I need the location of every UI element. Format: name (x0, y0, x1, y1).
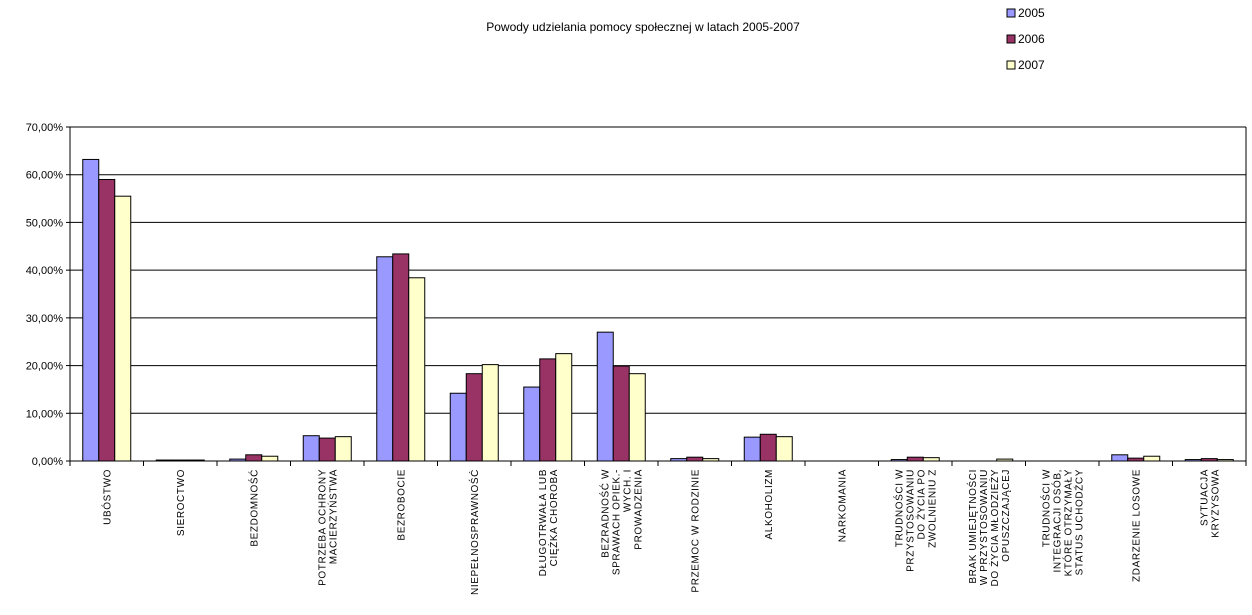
legend-label: 2007 (1018, 58, 1045, 72)
x-category-label: MACIERZYŃSTWA (326, 469, 339, 564)
x-category-label: W PRZYSTOSOWANIU (979, 469, 990, 585)
x-category-label: KRYZYSOWA (1210, 469, 1221, 538)
bar-2007 (481, 364, 499, 462)
x-category-label: DO ŻYCIA PO (914, 469, 927, 540)
bar-2007 (1143, 455, 1161, 462)
bar-2005 (82, 158, 100, 462)
x-category-label: OPUSZCZAJĄCEJ (1001, 469, 1012, 562)
bar-2007 (555, 353, 573, 462)
legend-swatch (1006, 8, 1016, 18)
bar-2005 (596, 331, 614, 462)
y-tick-label: 40,00% (26, 265, 64, 277)
bar-2006 (392, 253, 410, 462)
x-category-label: DŁUGOTRWAŁA LUB (538, 469, 549, 576)
x-category-label: WYCH. I (622, 469, 633, 512)
bar-2005 (1111, 454, 1129, 462)
x-category-label: SIEROCTWO (176, 469, 187, 536)
x-category-label: TRUDNOŚCI W (892, 469, 905, 547)
chart-title: Powody udzielania pomocy społecznej w la… (486, 20, 800, 34)
y-tick-label: 50,00% (26, 217, 64, 229)
x-category-label: DO ŻYCIA MŁODZIEŻY (988, 469, 1001, 586)
bar-2007 (261, 455, 279, 462)
x-category-label: PRZYSTOSOWANIU (905, 469, 916, 572)
x-category-label: POTRZEBA OCHRONY (317, 469, 328, 586)
x-category-label: PROWADZENIA (633, 469, 644, 550)
bar-2007 (334, 436, 352, 462)
x-category-label: BEZRADNOŚĆ W (598, 469, 611, 558)
bar-2006 (318, 437, 336, 462)
bar-2006 (906, 456, 924, 462)
legend-swatch (1006, 34, 1016, 44)
y-tick-label: 0,00% (32, 456, 63, 468)
x-category-label: NIEPEŁNOSPRAWNOŚĆ (468, 469, 481, 595)
bar-2007 (114, 195, 132, 462)
legend: 2005 2006 2007 (1006, 6, 1045, 72)
x-category-label: UBÓSTWO (100, 469, 113, 525)
bar-2006 (245, 454, 263, 462)
legend-label: 2006 (1018, 32, 1045, 46)
bar-2007 (775, 436, 793, 462)
bar-2006 (759, 433, 777, 462)
x-category-label: SPRAWACH OPIEK.- (611, 469, 622, 575)
bar-2005 (376, 256, 394, 462)
x-category-label: BEZDOMNOŚĆ (247, 469, 260, 547)
x-axis: UBÓSTWO SIEROCTWO BEZDOMNOŚĆ POTRZEBA OCHRO… (69, 460, 1247, 595)
x-category-label: TRUDNOŚCI W (1039, 469, 1052, 547)
y-tick-label: 20,00% (26, 361, 64, 373)
y-tick-label: 60,00% (26, 170, 64, 182)
bar-2005 (302, 435, 320, 462)
x-category-label: NARKOMANIA (837, 469, 848, 542)
bar-2007 (408, 277, 426, 462)
bar-2006 (686, 456, 704, 462)
bar-2005 (743, 436, 761, 462)
x-category-label: BEZROBOCIE (396, 469, 407, 541)
bar-2006 (465, 373, 483, 462)
x-category-label: ALKOHOLIZM (764, 469, 775, 539)
bar-2007 (628, 373, 646, 462)
x-category-label: ZWOLNIENIU Z (927, 469, 938, 548)
legend-label: 2005 (1018, 6, 1045, 20)
x-category-label: STATUS UCHODŹCY (1072, 469, 1085, 575)
x-category-label: PRZEMOC W RODZINIE (690, 469, 701, 593)
x-category-label: BRAK UMIEJĘTNOŚCI (966, 469, 979, 584)
gridlines (70, 126, 1246, 414)
x-category-label: INTEGRACJI OSÓB, (1050, 469, 1063, 573)
x-category-label: ZDARZENIE LOSOWE (1131, 469, 1142, 582)
y-tick-label: 30,00% (26, 313, 64, 325)
y-tick-label: 10,00% (26, 408, 64, 420)
x-category-label: KTÓRE OTRZYMAŁY (1061, 469, 1074, 576)
y-tick-label: 70,00% (26, 122, 64, 134)
bars (82, 158, 1234, 462)
legend-swatch (1006, 60, 1016, 70)
bar-2006 (612, 365, 630, 462)
bar-2007 (922, 457, 940, 462)
x-category-label: SYTUACJA (1199, 469, 1210, 526)
y-axis: 0,00% 10,00% 20,00% 30,00% 40,00% 50,00% 60,00… (26, 122, 1247, 468)
x-category-label: CIĘŻKA CHOROBA (547, 469, 560, 566)
bar-2005 (523, 386, 541, 462)
bar-2005 (449, 392, 467, 462)
bar-2006 (539, 358, 557, 462)
bar-2006 (98, 178, 116, 462)
